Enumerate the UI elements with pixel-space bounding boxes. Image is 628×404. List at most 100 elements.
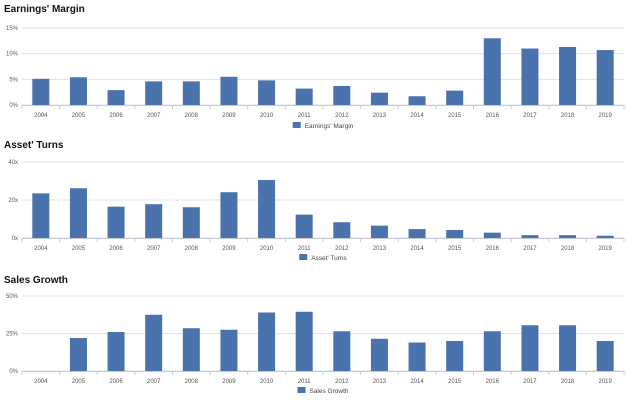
- bar: [258, 80, 276, 105]
- y-tick-label: 25%: [6, 332, 19, 338]
- x-tick-label: 2014: [410, 379, 424, 385]
- x-tick-label: 2018: [561, 379, 575, 385]
- x-tick-label: 2013: [373, 246, 387, 252]
- bar: [295, 214, 313, 238]
- bar: [446, 90, 464, 105]
- bar: [32, 193, 50, 238]
- bar: [596, 50, 614, 105]
- bar: [521, 48, 539, 105]
- bar: [596, 235, 614, 238]
- bar: [220, 76, 238, 105]
- x-tick-label: 2016: [486, 379, 500, 385]
- y-tick-label: 10%: [6, 52, 19, 58]
- bar: [483, 38, 501, 106]
- x-tick-label: 2019: [599, 113, 613, 119]
- bar: [559, 325, 577, 371]
- x-tick-label: 2018: [561, 113, 575, 119]
- bar: [295, 88, 313, 105]
- bar: [182, 207, 200, 238]
- x-tick-label: 2014: [410, 246, 424, 252]
- x-tick-label: 2007: [147, 379, 161, 385]
- x-tick-label: 2005: [72, 246, 86, 252]
- y-tick-label: 5%: [9, 77, 18, 83]
- x-tick-label: 2015: [448, 246, 462, 252]
- x-tick-label: 2008: [185, 379, 199, 385]
- x-tick-label: 2019: [599, 246, 613, 252]
- x-tick-label: 2015: [448, 379, 462, 385]
- bar: [483, 331, 501, 371]
- x-tick-label: 2019: [599, 379, 613, 385]
- bar: [107, 90, 125, 105]
- bar: [521, 325, 539, 371]
- bar: [483, 232, 501, 238]
- bar: [408, 96, 426, 105]
- bar: [370, 225, 388, 238]
- x-tick-label: 2018: [561, 246, 575, 252]
- x-tick-label: 2015: [448, 113, 462, 119]
- x-tick-label: 2008: [185, 113, 199, 119]
- legend-label: Sales Growth: [309, 388, 348, 395]
- x-tick-label: 2012: [335, 113, 349, 119]
- legend-swatch: [292, 122, 301, 128]
- x-tick-label: 2016: [486, 113, 500, 119]
- bar: [408, 342, 426, 371]
- y-tick-label: 0%: [9, 369, 18, 375]
- x-tick-label: 2004: [34, 379, 48, 385]
- x-tick-label: 2010: [260, 246, 274, 252]
- x-tick-label: 2017: [523, 113, 537, 119]
- bar: [182, 81, 200, 105]
- x-tick-label: 2017: [523, 379, 537, 385]
- bar: [559, 46, 577, 105]
- x-tick-label: 2004: [34, 246, 48, 252]
- bar: [145, 81, 163, 105]
- x-tick-label: 2014: [410, 113, 424, 119]
- x-tick-label: 2005: [72, 113, 86, 119]
- legend-label: Asset' Turns: [311, 255, 347, 262]
- x-tick-label: 2012: [335, 246, 349, 252]
- bar: [295, 311, 313, 371]
- bar: [69, 77, 87, 105]
- legend-swatch: [299, 254, 308, 260]
- y-tick-label: 40x: [8, 160, 18, 166]
- x-tick-label: 2011: [298, 113, 312, 119]
- x-tick-label: 2006: [109, 379, 123, 385]
- x-tick-label: 2016: [486, 246, 500, 252]
- asset-turns-chart: 0x 20x 40x 2004 2005 2006 2007 2008 2009 2010 2011…: [8, 160, 625, 262]
- x-tick-label: 2013: [373, 379, 387, 385]
- y-tick-label: 0x: [12, 236, 18, 242]
- bar: [69, 338, 87, 371]
- x-tick-label: 2009: [222, 246, 236, 252]
- legend-label: Earnings' Margin: [305, 123, 354, 130]
- bar: [145, 204, 163, 238]
- x-tick-label: 2006: [109, 113, 123, 119]
- x-tick-label: 2017: [523, 246, 537, 252]
- bar: [370, 92, 388, 105]
- bar: [408, 229, 426, 238]
- bar: [107, 332, 125, 371]
- bar: [446, 230, 464, 238]
- y-tick-label: 50%: [6, 294, 19, 300]
- sales-growth-chart: 0% 25% 50% 2004 2005 2006 2007 2008 2009 2010 2011…: [6, 294, 625, 395]
- x-tick-label: 2008: [185, 246, 199, 252]
- bar: [69, 188, 87, 238]
- y-tick-label: 15%: [6, 26, 19, 32]
- bar: [258, 180, 276, 238]
- panel-title: Asset' Turns: [4, 140, 64, 151]
- bar: [333, 331, 351, 371]
- bar: [32, 78, 50, 105]
- earnings-margin-panel: Earnings' Margin 0% 5% 10% 15% 2004 2005 2006 2…: [0, 4, 628, 136]
- y-tick-label: 0%: [9, 103, 18, 109]
- bar: [370, 338, 388, 371]
- bar: [333, 86, 351, 105]
- x-tick-label: 2013: [373, 113, 387, 119]
- x-tick-label: 2011: [298, 246, 312, 252]
- x-tick-label: 2011: [298, 379, 312, 385]
- x-tick-label: 2005: [72, 379, 86, 385]
- panel-title: Earnings' Margin: [4, 4, 85, 15]
- bar: [220, 329, 238, 371]
- asset-turns-panel: Asset' Turns 0x 20x 40x 2004 2005 2006 2007 200…: [0, 140, 628, 268]
- x-tick-label: 2004: [34, 113, 48, 119]
- panel-title: Sales Growth: [4, 275, 68, 286]
- bar: [107, 206, 125, 238]
- x-tick-label: 2009: [222, 113, 236, 119]
